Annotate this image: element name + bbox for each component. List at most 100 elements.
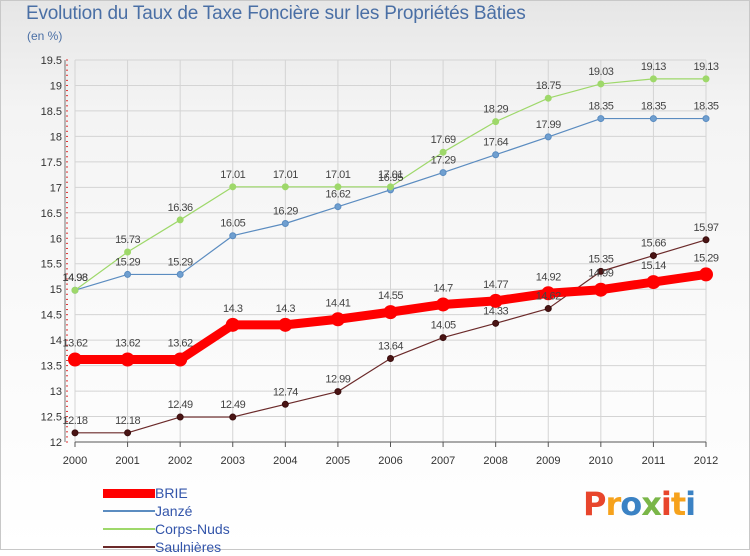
data-label-saulni-res: 13.64 xyxy=(378,340,403,352)
data-label-brie: 14.7 xyxy=(433,282,453,294)
data-label-brie: 13.62 xyxy=(168,337,193,349)
x-tick-label: 2010 xyxy=(589,455,613,467)
data-label-janz-: 16.62 xyxy=(325,189,350,201)
data-label-saulni-res: 15.66 xyxy=(641,238,666,250)
data-point-saulni-res xyxy=(229,413,237,421)
data-point-saulni-res xyxy=(439,334,447,342)
y-tick-label: 16 xyxy=(50,233,62,245)
data-label-corps-nuds: 17.01 xyxy=(273,169,298,181)
y-axis-unit: (en %) xyxy=(27,29,63,43)
data-point-brie xyxy=(225,317,240,332)
data-label-brie: 14.3 xyxy=(276,303,296,315)
data-point-corps-nuds xyxy=(387,183,394,191)
x-tick-label: 2003 xyxy=(221,455,245,467)
x-tick-label: 2008 xyxy=(483,455,507,467)
data-point-corps-nuds xyxy=(176,216,184,224)
data-label-janz-: 15.29 xyxy=(168,256,193,268)
data-point-janz- xyxy=(544,133,552,141)
data-point-corps-nuds xyxy=(544,94,552,102)
y-tick-label: 13 xyxy=(50,386,62,398)
data-label-brie: 14.77 xyxy=(483,279,508,291)
data-point-janz- xyxy=(702,115,710,123)
data-label-saulni-res: 12.49 xyxy=(168,399,193,411)
data-label-corps-nuds: 18.29 xyxy=(483,104,508,116)
data-point-corps-nuds xyxy=(597,80,605,88)
data-label-corps-nuds: 17.01 xyxy=(220,169,245,181)
data-point-saulni-res xyxy=(649,252,657,260)
data-label-janz-: 18.35 xyxy=(588,101,613,113)
data-label-saulni-res: 15.97 xyxy=(693,222,718,234)
data-point-corps-nuds xyxy=(492,118,500,126)
data-label-brie: 13.62 xyxy=(115,337,140,349)
data-label-saulni-res: 12.99 xyxy=(325,374,350,386)
data-point-janz- xyxy=(124,270,132,278)
chart-title: Evolution du Taux de Taxe Foncière sur l… xyxy=(26,3,526,24)
y-tick-label: 12 xyxy=(50,437,62,449)
x-tick-label: 2012 xyxy=(694,455,718,467)
data-point-saulni-res xyxy=(124,429,132,437)
logo-letter: x xyxy=(641,485,662,523)
legend-swatch xyxy=(103,528,155,530)
x-tick-label: 2007 xyxy=(431,455,455,467)
data-point-brie xyxy=(173,352,188,367)
logo-letter: i xyxy=(660,485,672,523)
x-tick-label: 2005 xyxy=(326,455,350,467)
data-point-brie xyxy=(68,352,82,367)
data-point-saulni-res xyxy=(492,319,500,327)
data-label-corps-nuds: 15.73 xyxy=(115,234,140,246)
data-point-brie xyxy=(593,282,608,297)
data-point-saulni-res xyxy=(281,400,289,408)
x-tick-label: 2002 xyxy=(168,455,192,467)
data-label-saulni-res: 14.05 xyxy=(431,320,456,332)
data-point-brie xyxy=(541,286,556,301)
data-point-saulni-res xyxy=(702,236,710,244)
y-tick-label: 14.5 xyxy=(41,310,62,322)
data-point-janz- xyxy=(176,270,184,278)
data-point-corps-nuds xyxy=(124,248,132,256)
data-point-corps-nuds xyxy=(334,183,342,191)
data-label-saulni-res: 15.35 xyxy=(588,253,613,265)
data-label-corps-nuds: 19.13 xyxy=(641,61,666,73)
data-label-janz-: 15.29 xyxy=(115,256,140,268)
data-label-corps-nuds: 17.01 xyxy=(325,169,350,181)
y-tick-label: 17.5 xyxy=(41,157,62,169)
legend-label: Saulnières xyxy=(155,539,222,555)
data-label-saulni-res: 14.62 xyxy=(536,291,561,303)
data-point-brie xyxy=(488,293,503,308)
data-point-saulni-res xyxy=(597,267,605,275)
y-tick-label: 13.5 xyxy=(41,361,62,373)
data-label-brie: 15.29 xyxy=(693,252,718,264)
data-point-brie xyxy=(278,317,293,332)
data-label-corps-nuds: 14.98 xyxy=(62,272,87,284)
data-label-brie: 14.41 xyxy=(325,297,350,309)
data-label-janz-: 16.95 xyxy=(378,172,403,184)
data-label-brie: 15.14 xyxy=(641,260,666,272)
data-point-saulni-res xyxy=(176,413,184,421)
data-point-janz- xyxy=(229,232,237,240)
x-tick-label: 2004 xyxy=(273,455,297,467)
data-label-corps-nuds: 19.03 xyxy=(588,66,613,78)
legend-swatch xyxy=(103,546,155,548)
y-tick-label: 15.5 xyxy=(41,259,62,271)
y-tick-label: 18.5 xyxy=(41,106,62,118)
data-label-janz-: 16.05 xyxy=(220,218,245,230)
legend-swatch xyxy=(103,488,155,498)
data-label-saulni-res: 12.49 xyxy=(220,399,245,411)
x-tick-label: 2000 xyxy=(63,455,87,467)
legend-label: Corps-Nuds xyxy=(155,521,230,537)
y-tick-label: 15 xyxy=(50,284,62,296)
data-point-janz- xyxy=(281,219,289,227)
data-label-janz-: 17.29 xyxy=(431,155,456,167)
data-label-janz-: 16.29 xyxy=(273,205,298,217)
data-label-corps-nuds: 16.36 xyxy=(168,202,193,214)
data-point-saulni-res xyxy=(544,305,552,313)
data-label-brie: 13.62 xyxy=(62,337,87,349)
data-label-janz-: 18.35 xyxy=(641,101,666,113)
data-label-brie: 14.3 xyxy=(223,303,243,315)
legend-label: Janzé xyxy=(155,503,193,519)
data-point-janz- xyxy=(492,151,500,159)
data-point-corps-nuds xyxy=(281,183,289,191)
data-point-corps-nuds xyxy=(71,286,79,294)
x-tick-label: 2001 xyxy=(115,455,139,467)
